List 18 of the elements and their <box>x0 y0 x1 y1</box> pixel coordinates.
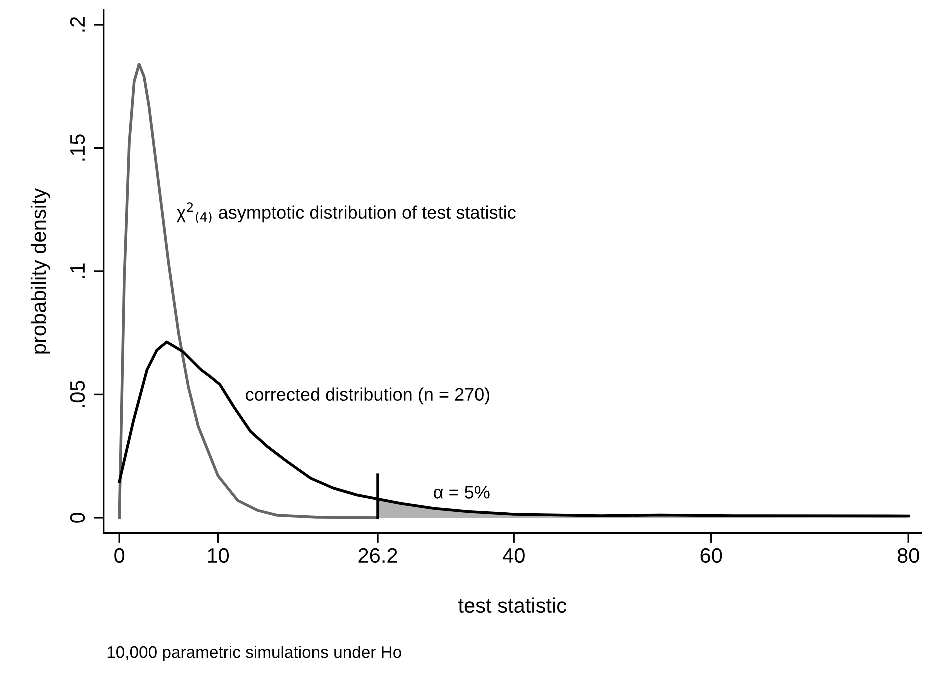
x-tick-label: 40 <box>503 548 525 564</box>
y-axis-title: probability density <box>30 188 50 354</box>
x-tick-label: 26.2 <box>358 548 398 564</box>
y-tick-label: .2 <box>70 17 85 32</box>
annotation: α = 5% <box>434 486 490 499</box>
x-axis-title: test statistic <box>458 598 566 614</box>
text: 10,000 parametric simulations under Ho <box>108 646 402 662</box>
y-tick-label: .1 <box>70 264 85 278</box>
x-tick-label: 10 <box>208 548 230 564</box>
y-tick-label: .15 <box>70 134 86 161</box>
annotation: corrected distribution (n = 270) <box>246 388 490 405</box>
line-series <box>118 340 910 518</box>
y-tick-label: 0 <box>70 512 86 523</box>
annotation: χ$^{2}$$_{(4)}$ asymptotic distribution of test statistic <box>176 202 516 224</box>
x-tick-label: 60 <box>700 548 722 564</box>
x-tick-label: 80 <box>898 548 920 564</box>
x-tick-label: 0 <box>114 548 125 564</box>
y-tick-label: .05 <box>70 381 86 408</box>
